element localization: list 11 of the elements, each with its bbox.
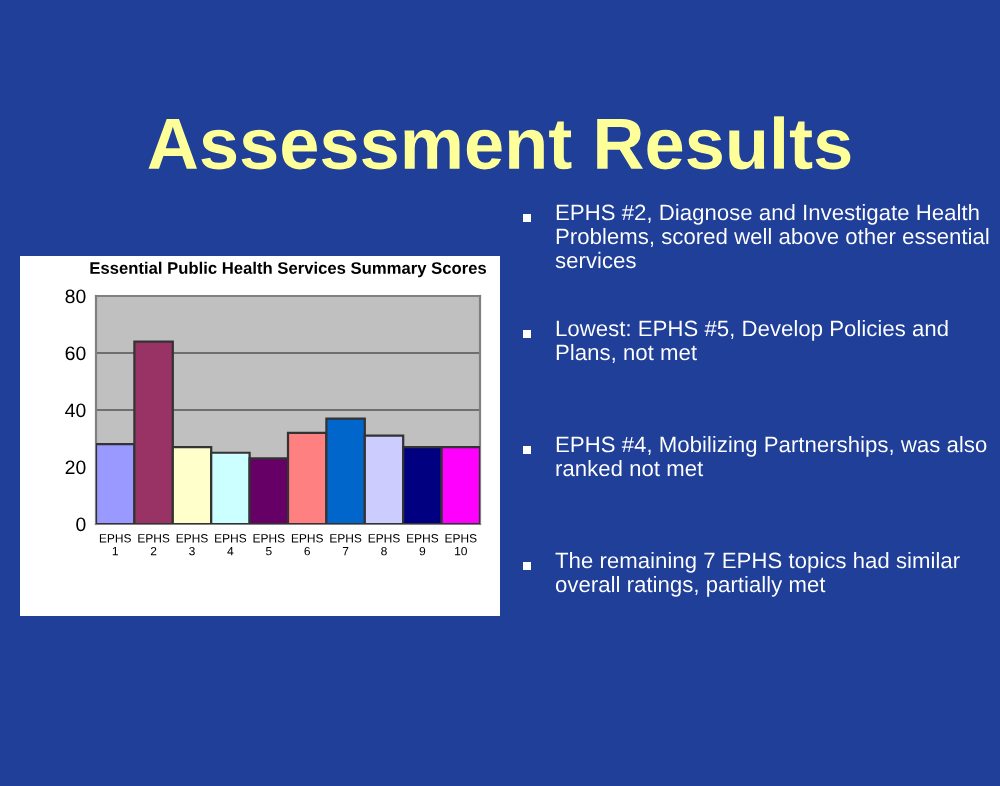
y-tick-label: 40: [65, 403, 86, 418]
chart-title: Essential Public Health Services Summary Scores: [90, 261, 487, 278]
y-tick-label: 20: [65, 460, 86, 475]
text: The remaining 7 EPHS topics had similar overall ratings, partially met: [555, 552, 960, 597]
y-tick-label: 60: [65, 346, 86, 361]
text: Assessment Results: [148, 116, 851, 170]
text: EPHS #4, Mobilizing Partnerships, was also ranked not met: [556, 436, 987, 477]
y-tick-label: 0: [76, 517, 86, 532]
y-tick-label: 80: [65, 289, 86, 304]
text: Lowest: EPHS #5, Develop Policies and Plans, not met: [556, 320, 948, 363]
text: EPHS #2, Diagnose and Investigate Health Problems, scored well above other essential services: [555, 204, 989, 269]
